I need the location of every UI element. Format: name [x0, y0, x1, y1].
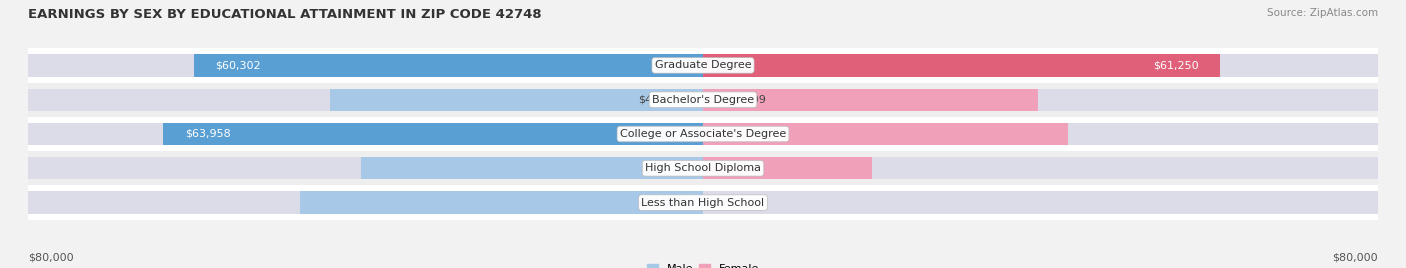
- Text: $20,000: $20,000: [711, 163, 756, 173]
- Bar: [703, 54, 1219, 77]
- Text: High School Diploma: High School Diploma: [645, 163, 761, 173]
- Text: Bachelor's Degree: Bachelor's Degree: [652, 95, 754, 105]
- Text: $47,813: $47,813: [637, 198, 683, 208]
- Text: $39,709: $39,709: [720, 95, 766, 105]
- Bar: [194, 54, 703, 77]
- Text: EARNINGS BY SEX BY EDUCATIONAL ATTAINMENT IN ZIP CODE 42748: EARNINGS BY SEX BY EDUCATIONAL ATTAINMEN…: [28, 8, 541, 21]
- Bar: [703, 88, 1038, 111]
- Bar: [28, 83, 1378, 117]
- Text: $60,302: $60,302: [215, 60, 260, 70]
- Bar: [163, 123, 703, 145]
- Bar: [330, 88, 703, 111]
- Text: Less than High School: Less than High School: [641, 198, 765, 208]
- Text: Source: ZipAtlas.com: Source: ZipAtlas.com: [1267, 8, 1378, 18]
- Bar: [28, 54, 703, 77]
- Bar: [703, 88, 1378, 111]
- Bar: [28, 123, 703, 145]
- Bar: [703, 123, 1378, 145]
- Text: $80,000: $80,000: [28, 253, 73, 263]
- Bar: [361, 157, 703, 180]
- Bar: [703, 157, 872, 180]
- Bar: [28, 157, 703, 180]
- Bar: [28, 185, 1378, 220]
- Text: College or Associate's Degree: College or Associate's Degree: [620, 129, 786, 139]
- Text: $61,250: $61,250: [1153, 60, 1199, 70]
- Text: $43,259: $43,259: [721, 129, 768, 139]
- Bar: [299, 191, 703, 214]
- Text: $40,492: $40,492: [640, 163, 686, 173]
- Legend: Male, Female: Male, Female: [647, 264, 759, 268]
- Bar: [28, 88, 703, 111]
- Bar: [28, 151, 1378, 185]
- Text: $0: $0: [713, 198, 727, 208]
- Bar: [703, 54, 1378, 77]
- Bar: [703, 123, 1069, 145]
- Bar: [28, 191, 703, 214]
- Bar: [28, 117, 1378, 151]
- Text: Graduate Degree: Graduate Degree: [655, 60, 751, 70]
- Bar: [28, 48, 1378, 83]
- Text: $80,000: $80,000: [1333, 253, 1378, 263]
- Bar: [703, 191, 1378, 214]
- Text: $44,159: $44,159: [638, 95, 685, 105]
- Text: $63,958: $63,958: [186, 129, 231, 139]
- Bar: [703, 157, 1378, 180]
